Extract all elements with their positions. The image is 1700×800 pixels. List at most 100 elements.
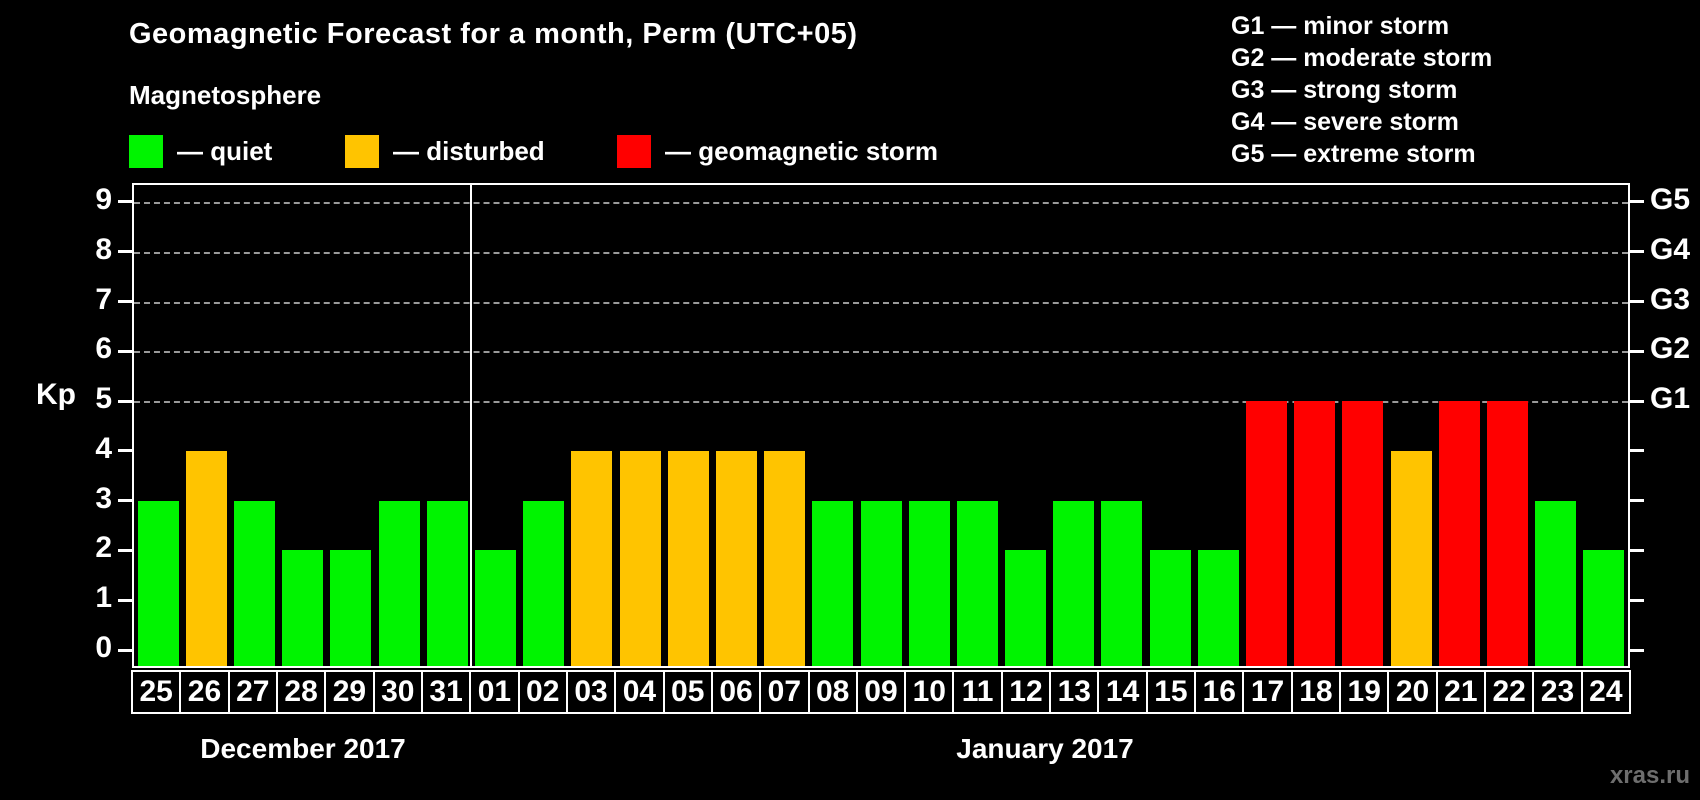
day-label-16: 16 [1194,670,1245,714]
disturbed-color-swatch [345,134,379,168]
day-label-21: 21 [1435,670,1487,714]
left-axis-tick-8 [118,250,132,254]
y-tick-label-7: 7 [95,282,112,316]
kp-bar-10 [908,500,950,666]
quiet-color-swatch [129,134,163,168]
day-label-31: 31 [420,670,472,714]
kp-bar-04 [619,450,661,666]
y-tick-label-2: 2 [95,531,112,565]
right-axis-tick-5 [1630,399,1644,403]
plot-area [132,183,1630,668]
kp-bar-18 [1294,401,1336,666]
right-axis-tick-3 [1630,499,1644,503]
chart-subtitle: Magnetosphere [129,80,322,110]
y-axis-label: Kp [36,378,76,411]
page-title: Geomagnetic Forecast for a month, Perm (… [129,18,858,50]
left-axis-tick-9 [118,200,132,204]
storm-scale-line-g1: G1 — minor storm [1231,12,1450,40]
left-axis-tick-5 [118,399,132,403]
left-axis-tick-4 [118,449,132,453]
day-label-06: 06 [710,670,762,714]
legend-item-quiet: — quiet [129,133,272,169]
day-label-19: 19 [1339,670,1390,714]
legend-label-disturbed: — disturbed [393,135,545,166]
y-tick-label-4: 4 [95,431,112,465]
g-scale-label-g4: G4 [1650,232,1691,266]
right-axis-tick-9 [1630,200,1644,204]
legend-label-storm: — geomagnetic storm [665,135,939,166]
y-tick-label-9: 9 [95,182,112,216]
left-axis-tick-7 [118,300,132,304]
kp-bar-15 [1149,550,1191,666]
day-label-02: 02 [517,670,568,714]
day-label-30: 30 [372,670,423,714]
right-axis-tick-8 [1630,250,1644,254]
y-tick-label-5: 5 [95,382,112,416]
kp-bar-21 [1438,401,1480,666]
day-label-01: 01 [469,670,520,714]
day-label-22: 22 [1484,670,1535,714]
right-axis-tick-1 [1630,598,1644,602]
day-label-03: 03 [565,670,617,714]
y-tick-label-1: 1 [95,581,112,615]
kp-bar-06 [715,450,757,666]
gridline-kp9 [134,201,1628,204]
left-axis-tick-3 [118,499,132,503]
gridline-kp7 [134,301,1628,304]
y-tick-label-6: 6 [95,332,112,366]
day-label-27: 27 [227,670,278,714]
watermark: xras.ru [1609,762,1690,789]
y-tick-label-0: 0 [95,631,112,664]
storm-color-swatch [617,134,651,168]
storm-scale-legend: G1 — minor storm G2 — moderate storm G3 … [1231,10,1492,170]
month-label-january: January 2017 [956,733,1134,764]
storm-scale-line-g4: G4 — severe storm [1231,108,1459,136]
gridline-kp8 [134,251,1628,254]
y-tick-label-3: 3 [95,481,112,515]
kp-bar-08 [812,500,854,666]
storm-scale-line-g2: G2 — moderate storm [1231,44,1493,72]
day-label-23: 23 [1532,670,1583,714]
kp-bar-24 [1583,550,1625,666]
day-label-14: 14 [1097,670,1148,714]
legend-label-quiet: — quiet [177,135,273,166]
kp-bar-30 [378,500,420,666]
left-axis-tick-1 [118,598,132,602]
g-scale-label-g2: G2 [1650,332,1691,366]
plot-inner [134,185,1628,666]
day-label-08: 08 [807,670,858,714]
month-divider-line [470,185,473,666]
right-axis-tick-6 [1630,349,1644,353]
g-scale-label-g1: G1 [1650,382,1691,416]
day-label-11: 11 [952,670,1003,714]
kp-bar-16 [1197,550,1239,666]
kp-bar-02 [523,500,565,666]
storm-scale-line-g3: G3 — strong storm [1231,76,1458,104]
gridline-kp6 [134,351,1628,354]
day-label-15: 15 [1145,670,1197,714]
kp-bar-25 [137,500,179,666]
day-label-09: 09 [855,670,907,714]
kp-bar-07 [764,450,806,666]
kp-bar-26 [185,450,227,666]
day-label-18: 18 [1290,670,1342,714]
g-scale-label-g5: G5 [1650,182,1691,216]
day-label-29: 29 [324,670,375,714]
day-label-07: 07 [759,670,810,714]
kp-bar-28 [282,550,324,666]
day-label-28: 28 [275,670,327,714]
kp-bar-12 [1005,550,1047,666]
left-axis-tick-2 [118,548,132,552]
day-label-05: 05 [662,670,713,714]
gridline-kp5 [134,401,1628,404]
kp-bar-27 [233,500,275,666]
kp-bar-13 [1053,500,1095,666]
right-axis-tick-4 [1630,449,1644,453]
right-axis-tick-2 [1630,548,1644,552]
month-label-december: December 2017 [200,733,406,764]
kp-bar-01 [474,550,516,666]
kp-bar-11 [956,500,998,666]
legend-item-storm: — geomagnetic storm [617,133,938,169]
day-label-13: 13 [1049,670,1100,714]
y-tick-label-8: 8 [95,232,112,266]
